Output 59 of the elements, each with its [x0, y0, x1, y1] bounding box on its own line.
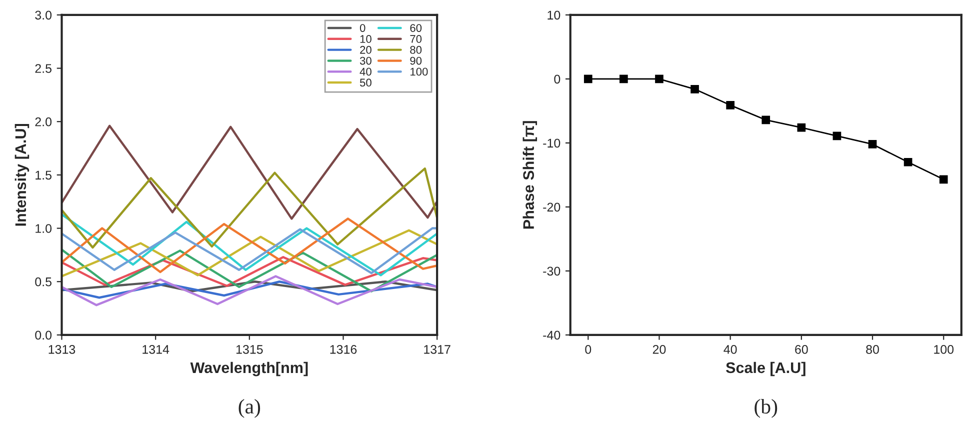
line-series: [62, 167, 438, 249]
legend-label: 80: [410, 46, 422, 54]
y-tick-label: 1.0: [36, 224, 52, 233]
y-tick-label: -20: [543, 202, 560, 212]
text: (b): [754, 398, 778, 418]
line-series: [62, 275, 438, 306]
y-tick-label: -30: [543, 266, 560, 276]
point: [655, 74, 664, 84]
point: [868, 140, 877, 148]
legend-label: 0: [360, 24, 366, 32]
x-tick-label: 1317: [424, 345, 450, 354]
x-tick-label: 1315: [236, 345, 263, 354]
point: [762, 116, 770, 124]
y-axis-title: Intensity [A.U]: [14, 124, 30, 226]
y-tick-label: 0.5: [35, 277, 52, 286]
legend-label: 90: [410, 56, 422, 65]
x-tick-label: 1313: [48, 345, 76, 354]
x-tick-label: 60: [795, 345, 808, 354]
x-tick-label: 1314: [142, 345, 170, 354]
x-tick-label: 80: [866, 345, 879, 354]
y-tick-label: 0: [554, 74, 560, 84]
point: [797, 123, 806, 132]
point: [832, 132, 842, 140]
x-tick-label: 40: [724, 345, 737, 354]
legend-label: 40: [360, 68, 372, 76]
y-tick-label: 0.0: [35, 330, 52, 340]
y-axis-title: Phase Shift [π]: [522, 121, 538, 229]
y-tick-label: -10: [543, 138, 560, 148]
x-axis-title: Wavelength[nm]: [190, 362, 308, 376]
point: [939, 175, 948, 184]
x-tick-label: 100: [934, 345, 954, 354]
x-axis-title: Scale [A.U]: [726, 362, 806, 376]
y-tick-label: 3.0: [35, 10, 52, 20]
point: [726, 101, 734, 110]
y-tick-label: 2.5: [35, 64, 52, 73]
y-tick-label: 1.5: [36, 170, 52, 180]
legend-label: 60: [410, 24, 422, 32]
point: [690, 85, 699, 94]
legend-label: 20: [360, 46, 372, 54]
x-tick-label: 0: [585, 345, 592, 354]
line-series: [62, 256, 438, 287]
legend-label: 50: [360, 78, 372, 87]
line-series: [62, 280, 438, 299]
line-series: [62, 248, 438, 292]
legend-label: 10: [360, 35, 372, 43]
legend-label: 100: [410, 68, 428, 76]
point: [584, 74, 592, 84]
y-tick-label: -40: [543, 330, 560, 340]
point: [904, 158, 912, 166]
y-tick-label: 2.0: [35, 117, 52, 126]
x-tick-label: 20: [652, 345, 666, 354]
x-tick-label: 1316: [330, 345, 357, 354]
y-tick-label: 10: [548, 10, 560, 20]
line-series: [62, 124, 438, 220]
legend-label: 70: [410, 35, 422, 43]
legend-label: 30: [360, 56, 372, 65]
line-series: [62, 280, 438, 292]
point: [620, 74, 628, 84]
text: (a): [238, 398, 260, 418]
